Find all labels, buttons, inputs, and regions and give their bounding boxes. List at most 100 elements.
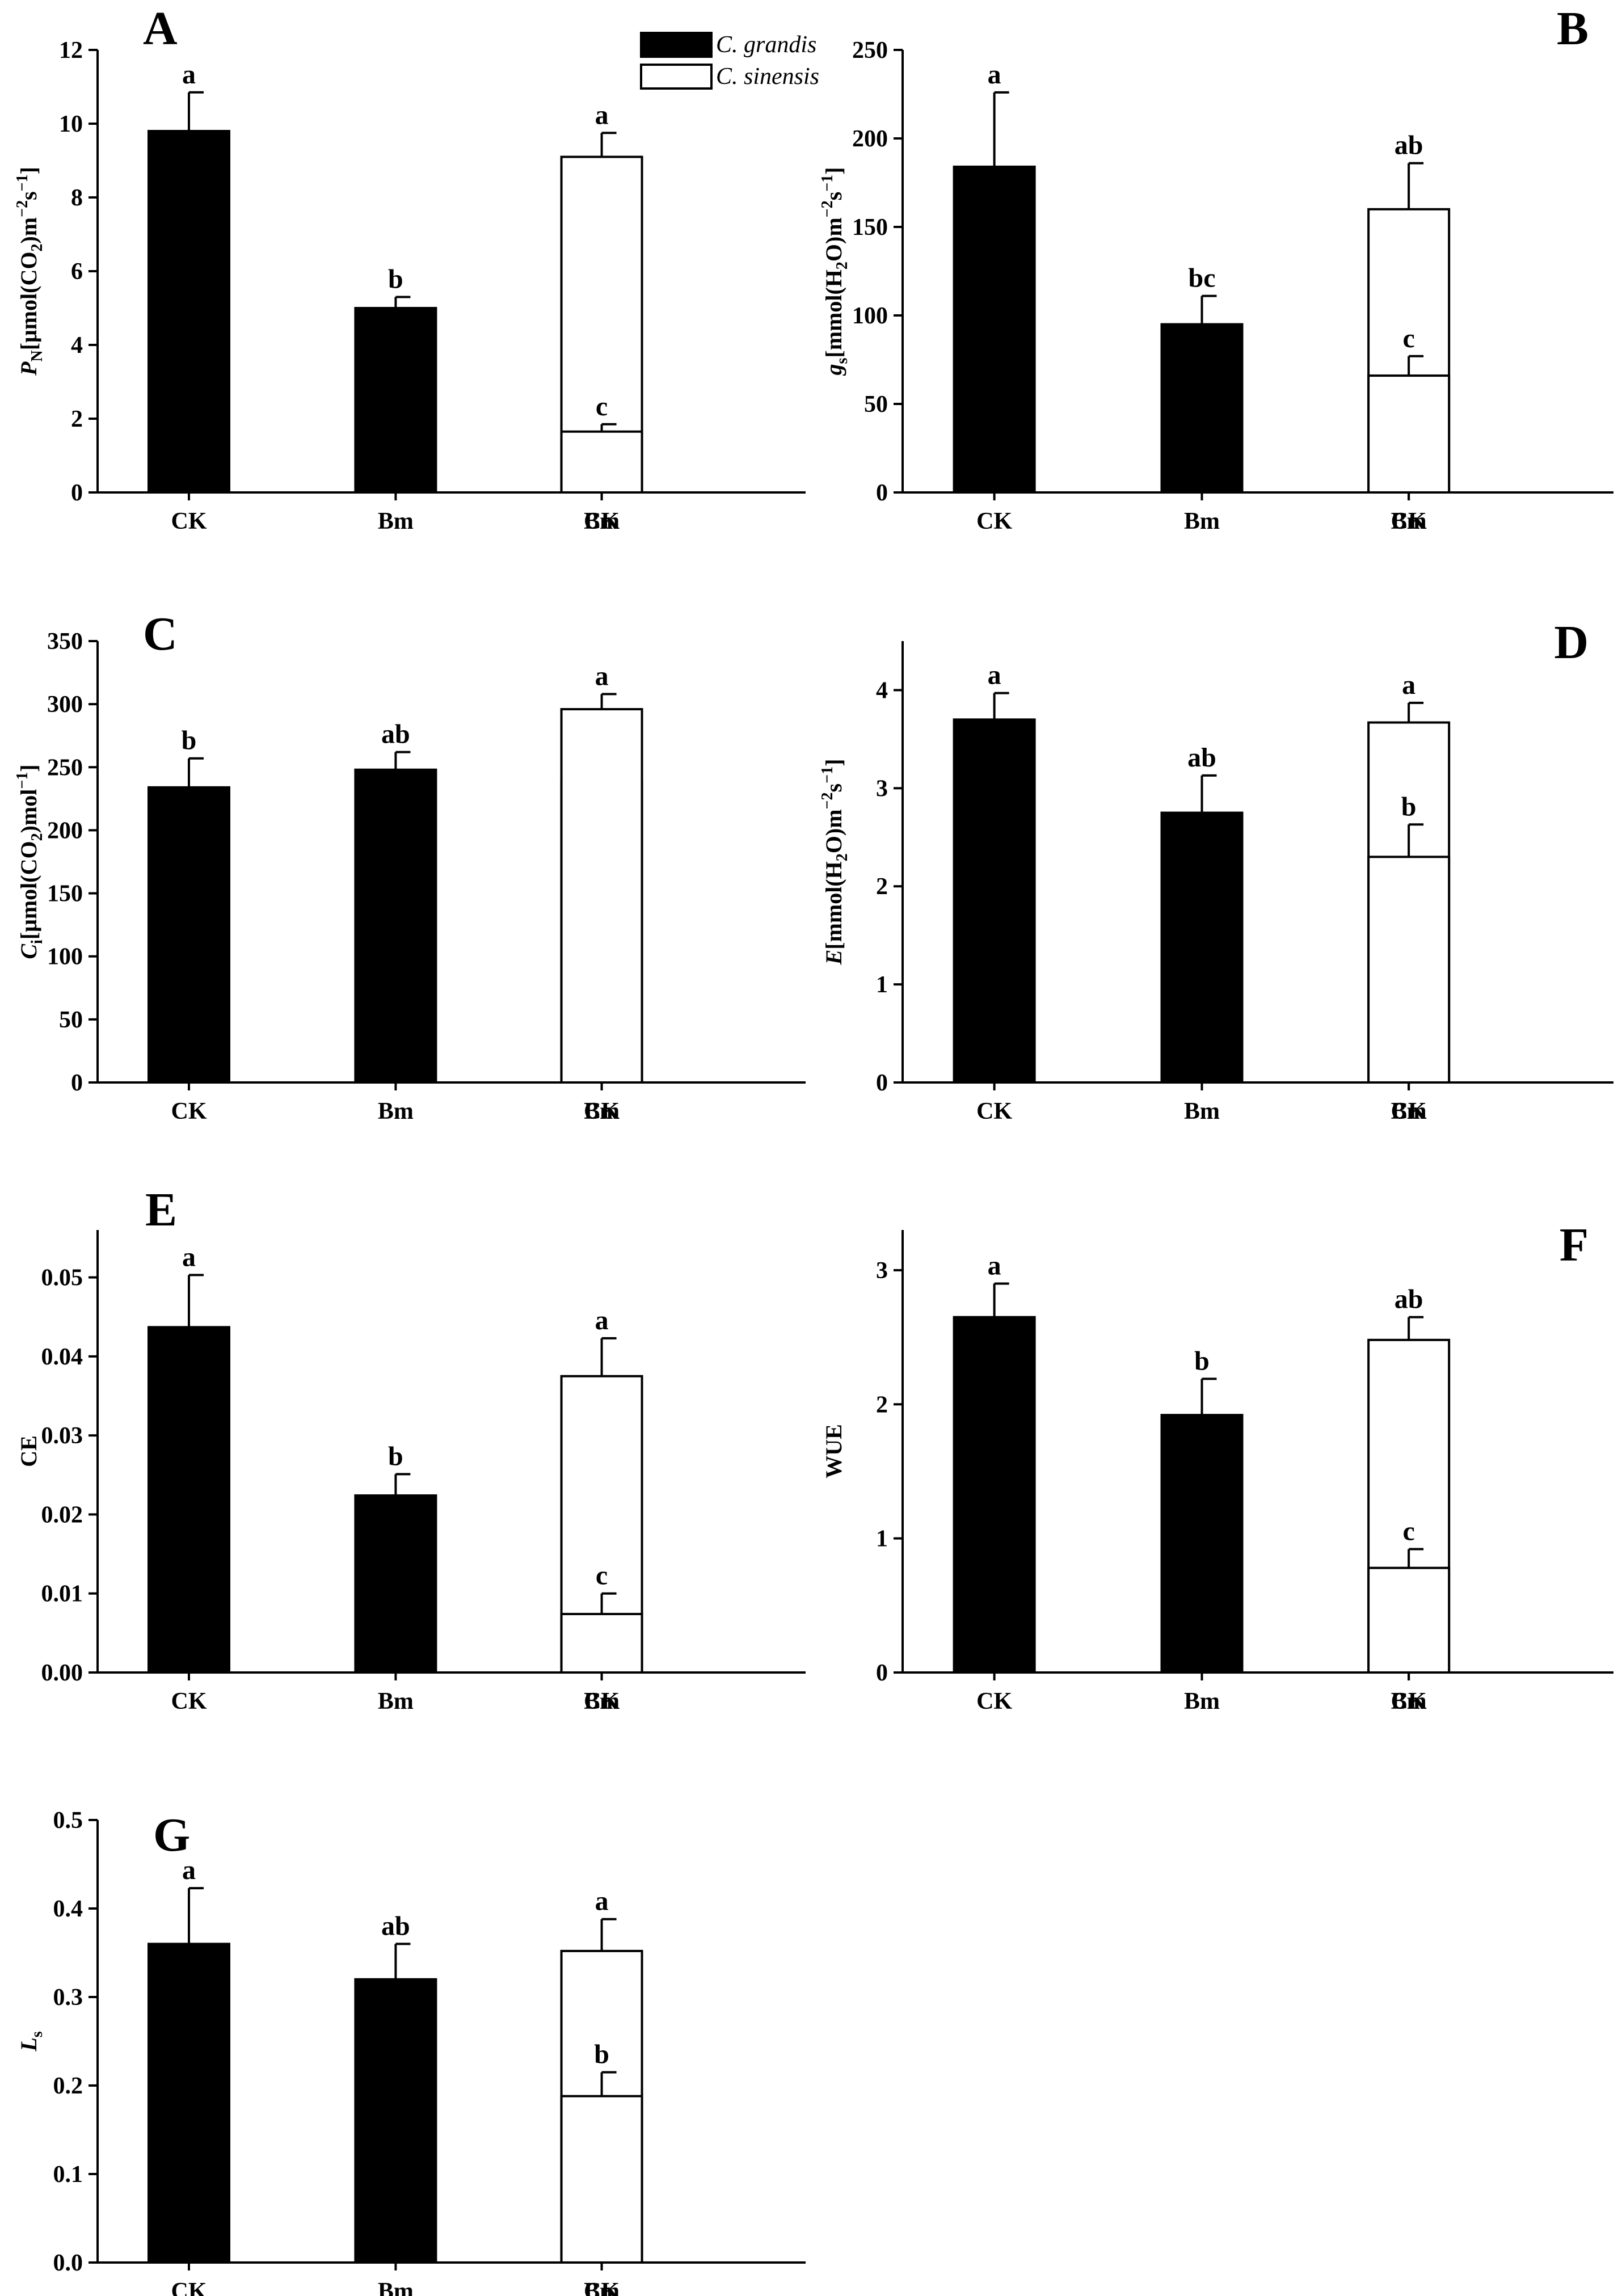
y-tick-label: 0.04 [41,1344,83,1370]
ylabel-superscript: −2 [819,792,836,809]
ylabel-symbol: C [16,943,41,959]
y-tick-label: 2 [876,1392,888,1418]
category-label: CK [1391,1098,1427,1124]
bar [560,2095,643,2264]
y-tick-label: 4 [876,677,888,703]
category-label: Bm [1391,1688,1427,1714]
category-label: Bm [584,2278,620,2296]
panel-G: 0.0 0.1 0.2 0.3 0.4 0.5 a CK ab Bm a CK b Bm G Ls [16,1808,806,2296]
category-label: CK [976,1688,1012,1714]
significance-label: ab [381,719,410,749]
significance-label: a [182,60,196,90]
panel-letter: C [143,608,178,660]
panel-letter: A [143,2,178,55]
category-label: CK [171,1688,207,1714]
ylabel-subscript: s [28,2031,46,2037]
category-label: Bm [584,508,620,534]
bar [354,307,437,494]
bar [560,708,643,1084]
significance-label: b [388,264,403,294]
bar [953,1316,1036,1674]
panel-B: 050100150200250aCKbcBmabCKcBmBgs[mmol(H2… [819,2,1613,534]
category-label: Bm [1391,508,1427,534]
significance-label: c [1402,323,1414,353]
y-tick-label: 0.2 [53,2073,83,2099]
significance-label: ab [1187,743,1216,773]
panel-letter: E [145,1183,177,1236]
ylabel-text: s [821,783,846,793]
significance-label: ab [1395,1284,1423,1315]
panel-letter: D [1554,616,1589,669]
significance-label: a [1402,670,1415,700]
y-tick-label: 4 [71,332,83,359]
y-axis-label: WUE [821,1424,846,1478]
y-tick-label: 0 [876,480,888,506]
category-label: Bm [1184,1688,1220,1714]
category-label: Bm [1391,1098,1427,1124]
ylabel-text: CE [16,1435,41,1467]
legend-swatch [640,32,713,58]
y-tick-label: 8 [71,185,83,211]
bar [147,130,230,494]
significance-label: bc [1189,263,1216,293]
y-tick-label: 0 [876,1070,888,1096]
significance-label: a [182,1855,196,1885]
y-tick-label: 1 [876,972,888,998]
panel-letter: F [1560,1219,1589,1271]
ylabel-subscript: N [28,350,46,361]
y-tick-label: 100 [47,944,83,970]
significance-label: ab [1395,130,1423,161]
y-tick-label: 350 [47,629,83,655]
ylabel-superscript: −1 [14,772,31,789]
category-label: Bm [584,1688,620,1714]
y-tick-label: 0.02 [41,1502,83,1528]
ylabel-subscript: 2 [833,853,851,861]
ylabel-superscript: −2 [14,200,31,217]
ylabel-superscript: −2 [819,200,836,217]
ylabel-symbol: L [16,2037,41,2051]
ylabel-symbol: E [821,950,846,966]
panel-C: 050100150200250300350bCKabBmbCKaBmCCi[μm… [14,608,806,1124]
y-tick-label: 0.3 [53,1985,83,2011]
ylabel-subscript: i [28,940,46,944]
ylabel-text: [μmol(CO [16,841,41,940]
significance-label: a [988,660,1001,690]
y-tick-label: 300 [47,692,83,718]
y-tick-label: 0.5 [53,1808,83,1834]
significance-label: c [1402,1516,1414,1547]
y-tick-label: 150 [852,214,888,241]
legend-label: C. sinensis [716,64,819,90]
bar [953,718,1036,1084]
category-label: Bm [1184,508,1220,534]
bar [147,786,230,1084]
significance-label: a [595,661,609,691]
ylabel-text: [mmol(H [821,269,846,358]
category-label: CK [171,2278,207,2296]
y-axis-label: E[mmol(H2O)m−2s−1] [819,759,851,966]
legend-label: C. grandis [716,32,816,58]
y-tick-label: 0 [876,1660,888,1686]
ylabel-text: ] [16,167,41,174]
bar [1160,1414,1244,1674]
legend-swatch [640,64,713,90]
y-tick-label: 200 [47,818,83,844]
significance-label: b [1194,1346,1210,1376]
category-label: Bm [584,1098,620,1124]
category-label: CK [171,508,207,534]
y-axis-label: PN[μmol(CO2)m−2s−1] [14,167,46,376]
ylabel-text: [mmol(H [821,861,846,950]
y-tick-label: 0 [71,480,83,506]
ylabel-text: )mol [16,789,41,833]
y-tick-label: 10 [59,111,83,137]
panel-E: 0.00 0.01 0.02 0.03 0.04 0.05 a CK b Bm a CK c Bm E CE [16,1183,806,1714]
category-label: Bm [378,2278,414,2296]
ylabel-symbol: P [16,361,41,376]
y-tick-label: 2 [876,874,888,900]
category-label: CK [1391,508,1427,534]
bar [1367,374,1451,494]
category-label: CK [1391,1688,1427,1714]
category-label: CK [584,2278,620,2296]
bar [354,1978,437,2264]
